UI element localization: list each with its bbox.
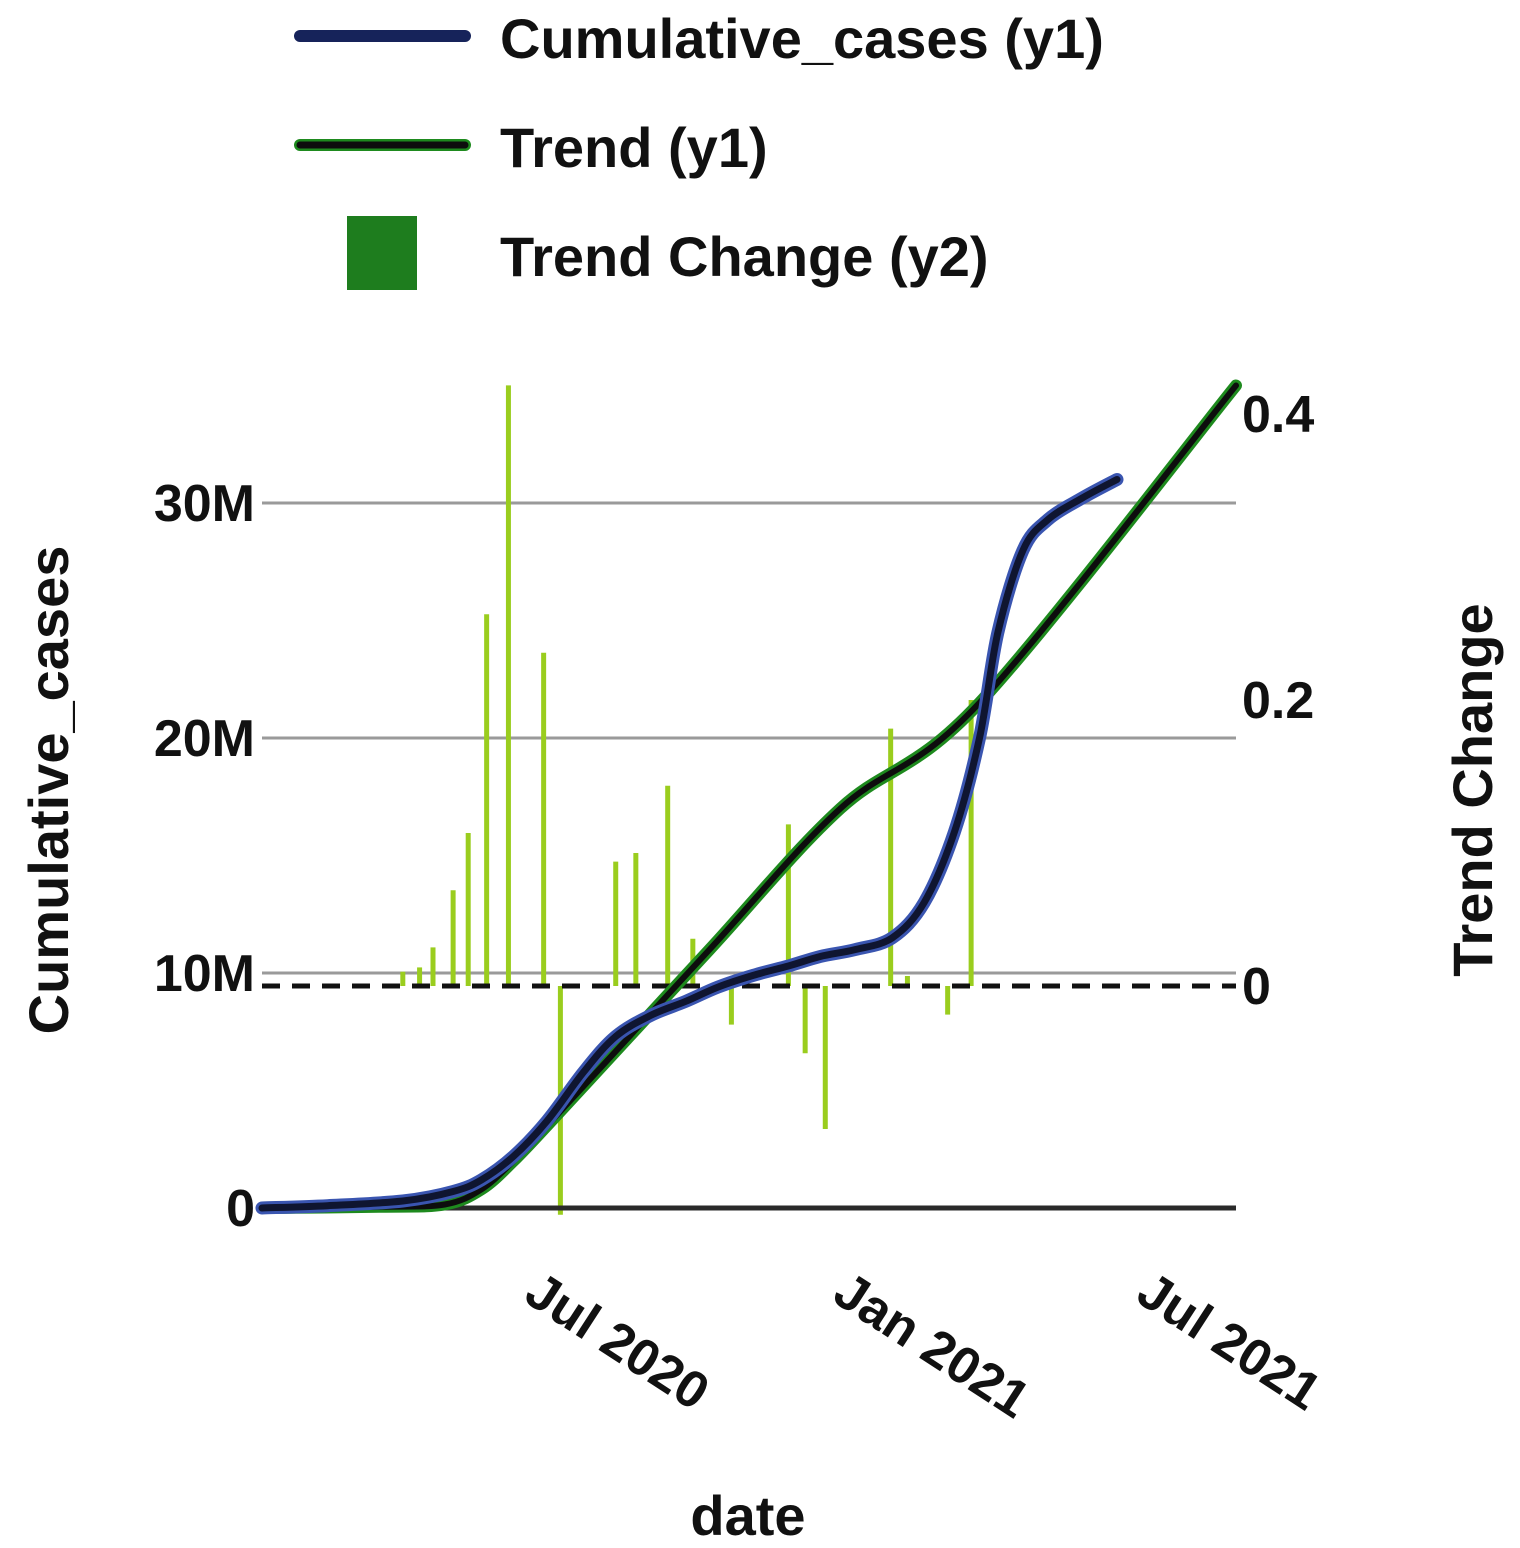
y2-tick-label: 0.2 — [1242, 672, 1314, 730]
y1-tick-label: 0 — [226, 1180, 255, 1238]
legend-swatch-trend-change — [347, 216, 417, 290]
cumulative-cases-line-halo — [255, 473, 1124, 1215]
legend-label-trend: Trend (y1) — [500, 116, 768, 179]
series-lines — [255, 379, 1242, 1215]
y2-tick-label: 0.4 — [1242, 386, 1314, 444]
y1-axis-title: Cumulative_cases — [17, 546, 80, 1035]
x-axis-title: date — [690, 1484, 805, 1547]
x-tick-labels: Jul 2020 Jan 2021 Jul 2021 — [515, 1261, 1331, 1429]
y1-tick-label: 20M — [154, 710, 255, 768]
trend-line — [259, 382, 1239, 1211]
legend-label-cumulative-cases: Cumulative_cases (y1) — [500, 7, 1104, 70]
y1-tick-labels: 0 10M 20M 30M — [154, 475, 255, 1238]
x-tick-label: Jul 2020 — [515, 1261, 719, 1421]
y2-tick-label: 0 — [1242, 958, 1271, 1016]
trend-line-halo — [256, 379, 1242, 1214]
y2-tick-labels: 0 0.2 0.4 — [1242, 386, 1314, 1016]
x-tick-label: Jul 2021 — [1127, 1261, 1331, 1421]
legend: Cumulative_cases (y1) Trend (y1) Trend C… — [294, 7, 1104, 290]
y1-tick-label: 10M — [154, 945, 255, 1003]
cumulative-cases-line — [258, 476, 1121, 1212]
x-tick-label: Jan 2021 — [824, 1261, 1040, 1429]
trend-change-bars — [400, 385, 974, 1215]
legend-label-trend-change: Trend Change (y2) — [500, 225, 989, 288]
y2-axis-title: Trend Change — [1441, 603, 1504, 976]
y1-tick-label: 30M — [154, 475, 255, 533]
